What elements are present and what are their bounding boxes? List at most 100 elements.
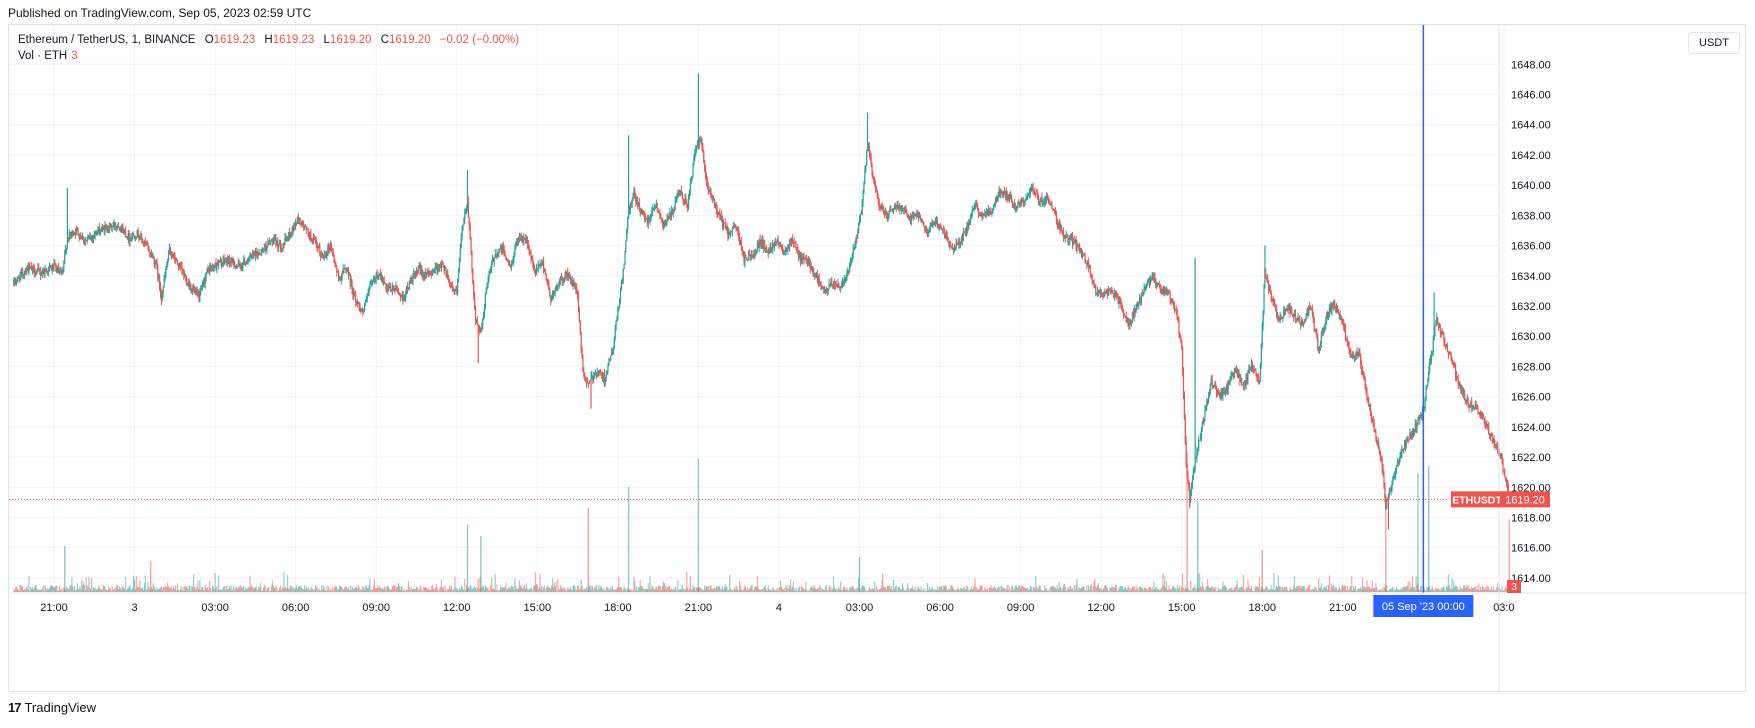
volume-bar [472,588,474,592]
volume-bar [1473,586,1475,592]
candle-body [868,145,870,153]
candle-body [406,287,409,290]
candle-body [1418,419,1420,421]
candle-body [279,240,282,249]
candle-body [390,291,393,292]
candle-body [1278,317,1280,321]
candle-body [1180,336,1182,342]
candle-body [821,285,823,288]
candle-body [1267,277,1269,282]
volume-bar [1242,574,1245,592]
volume-bar [473,587,475,592]
candle-body [677,194,679,197]
candle-body [1255,369,1257,376]
volume-bar [775,590,777,592]
candle-body [355,295,357,303]
candle-body [248,257,250,261]
candle-body [323,255,325,258]
volume-bar [857,586,859,592]
volume-bar [1185,588,1187,592]
volume-bar [555,581,557,592]
volume-bar [693,587,695,592]
candle-body [1462,389,1464,394]
volume-bar [917,587,919,592]
candle-body [90,236,92,240]
volume-bar [260,582,262,592]
volume-bar [44,585,46,592]
candle-body [1096,291,1099,295]
price-chart[interactable]: 1648.001646.001644.001642.001640.001638.… [9,25,1747,693]
candle-body [1031,187,1033,189]
volume-bar [720,589,722,592]
candle-body [662,218,664,226]
volume-bar [1353,588,1356,592]
volume-bar [482,585,484,592]
candle-body [310,232,312,239]
volume-bar [1343,585,1346,592]
candle-body [951,246,953,248]
candle-body [630,202,632,205]
candle-body [295,222,297,226]
volume-bar [1152,589,1154,592]
candle-body [529,252,531,254]
volume-bar [924,588,926,592]
candle-body [1005,191,1007,198]
volume-bar [532,590,534,592]
candle-body [921,222,923,223]
candle-body [924,227,926,231]
volume-bar [920,586,922,592]
volume-bar [781,587,783,592]
candle-body [404,297,406,299]
volume-bar [205,587,207,592]
candle-body [186,283,188,285]
candle-body [1283,310,1285,317]
volume-bar [1457,589,1459,592]
volume-bar [1268,589,1271,592]
candle-body [931,224,933,228]
volume-bar [280,589,282,592]
volume-bar [170,585,172,592]
volume-bar [376,588,378,592]
volume-bar [1312,588,1314,592]
volume-bar [526,589,529,592]
candle-body [1141,293,1143,296]
volume-bar [981,585,983,592]
candle-body [914,215,916,216]
candle-body [19,275,21,281]
chart-frame[interactable]: 1648.00 1646.00 1644.00 1642.00 1640.00 1638.… [8,24,1747,693]
candle-body [886,214,888,219]
volume-bar [687,590,690,592]
volume-bar [929,588,931,592]
volume-bar [876,589,878,592]
candle-body [1444,341,1446,345]
volume-bar [80,589,82,592]
candle-body [184,275,186,277]
volume-bar [1275,585,1278,592]
volume-bar [251,586,253,592]
volume-bar [823,589,825,592]
candle-body [282,243,284,249]
volume-bar [1087,590,1089,592]
candle-body [754,253,756,255]
candle-body [1377,441,1379,443]
candle-body [920,220,922,223]
candle-body [1446,345,1449,352]
volume-bar [1472,588,1475,592]
volume-bar [756,576,759,592]
volume-bar [661,590,663,592]
candle-body [1383,474,1385,486]
candle-body [261,248,264,250]
candle-body [1328,308,1330,315]
volume-bar [1397,589,1399,592]
volume-bar [329,590,331,592]
volume-bar [1475,589,1477,592]
candle-body [1043,202,1045,204]
volume-bar [19,585,21,592]
volume-bar [1256,585,1258,592]
candle-body [865,165,867,171]
volume-bar [944,585,947,592]
volume-bar [100,589,103,592]
candle-body [1305,313,1307,320]
candle-body [612,347,614,355]
candle-body [1289,307,1291,314]
